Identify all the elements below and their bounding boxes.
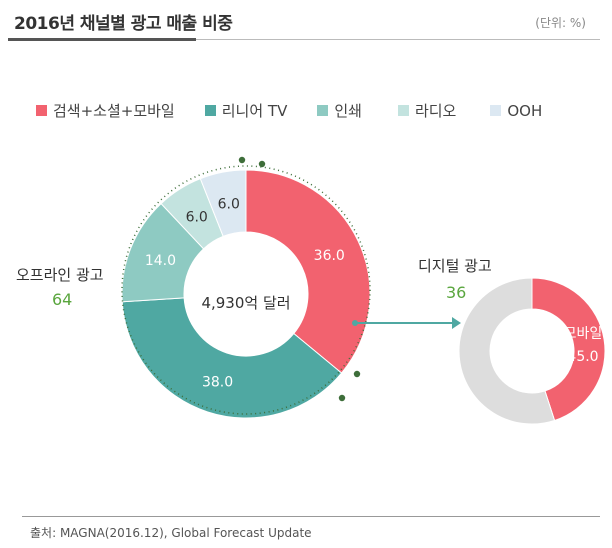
legend-item-search: 검색+소셜+모바일 <box>36 100 175 121</box>
legend-label-search: 검색+소셜+모바일 <box>53 102 175 120</box>
print-value-label: 14.0 <box>145 253 176 269</box>
digital-donut: 45.0 모바일 <box>458 277 606 425</box>
ring-marker-dot <box>338 394 346 402</box>
legend-swatch-search <box>36 105 47 116</box>
ooh-slice <box>199 169 247 238</box>
main-donut: 36.0 38.0 14.0 6.0 6.0 <box>121 169 371 419</box>
legend-label-tv: 리니어 TV <box>221 102 288 120</box>
legend-swatch-print <box>317 105 329 116</box>
title-underline <box>8 38 196 41</box>
offline-dotted-ring <box>121 165 371 415</box>
search-social-mobile-slice <box>245 169 371 374</box>
search-social-mobile-value-label: 36.0 <box>314 248 345 264</box>
mobile-value-label: 45.0 <box>567 349 598 365</box>
ooh-value-label: 6.0 <box>218 197 240 213</box>
legend-item-radio: 라디오 <box>397 100 457 121</box>
title-rule <box>196 39 600 40</box>
offline-value: 64 <box>52 290 73 309</box>
legend-item-ooh: OOH <box>490 100 542 121</box>
chart-title: 2016년 채널별 광고 매출 비중 <box>14 14 233 34</box>
legend-swatch-tv <box>204 105 216 116</box>
center-total-label: 4,930억 달러 <box>201 294 290 312</box>
linear-tv-slice <box>121 297 343 419</box>
connector-arrow-head <box>452 317 461 329</box>
legend-label-print: 인쇄 <box>334 102 362 120</box>
ring-marker-dot <box>238 156 246 164</box>
mobile-slice <box>531 277 606 422</box>
digital-value: 36 <box>446 283 467 302</box>
digital-label: 디지털 광고 <box>418 257 492 275</box>
legend-label-radio: 라디오 <box>414 102 457 120</box>
radio-value-label: 6.0 <box>186 209 208 225</box>
source-note: 출처: MAGNA(2016.12), Global Forecast Upda… <box>30 526 312 540</box>
legend-item-tv: 리니어 TV <box>204 100 288 121</box>
legend-label-ooh: OOH <box>507 101 543 120</box>
legend-swatch-ooh <box>490 105 502 116</box>
legend: 검색+소셜+모바일 리니어 TV 인쇄 라디오 OOH <box>36 100 572 121</box>
connector-start-dot <box>352 320 358 326</box>
offline-label: 오프라인 광고 <box>16 266 104 284</box>
mobile-category-label: 모바일 <box>564 326 603 342</box>
unit-label: (단위: %) <box>535 16 586 30</box>
ring-marker-dot <box>258 160 266 168</box>
legend-item-print: 인쇄 <box>317 100 362 121</box>
source-rule <box>22 516 600 517</box>
digital-other-slice <box>458 277 556 425</box>
ring-marker-dot <box>353 370 361 378</box>
legend-swatch-radio <box>397 105 409 116</box>
linear-tv-value-label: 38.0 <box>202 374 233 390</box>
